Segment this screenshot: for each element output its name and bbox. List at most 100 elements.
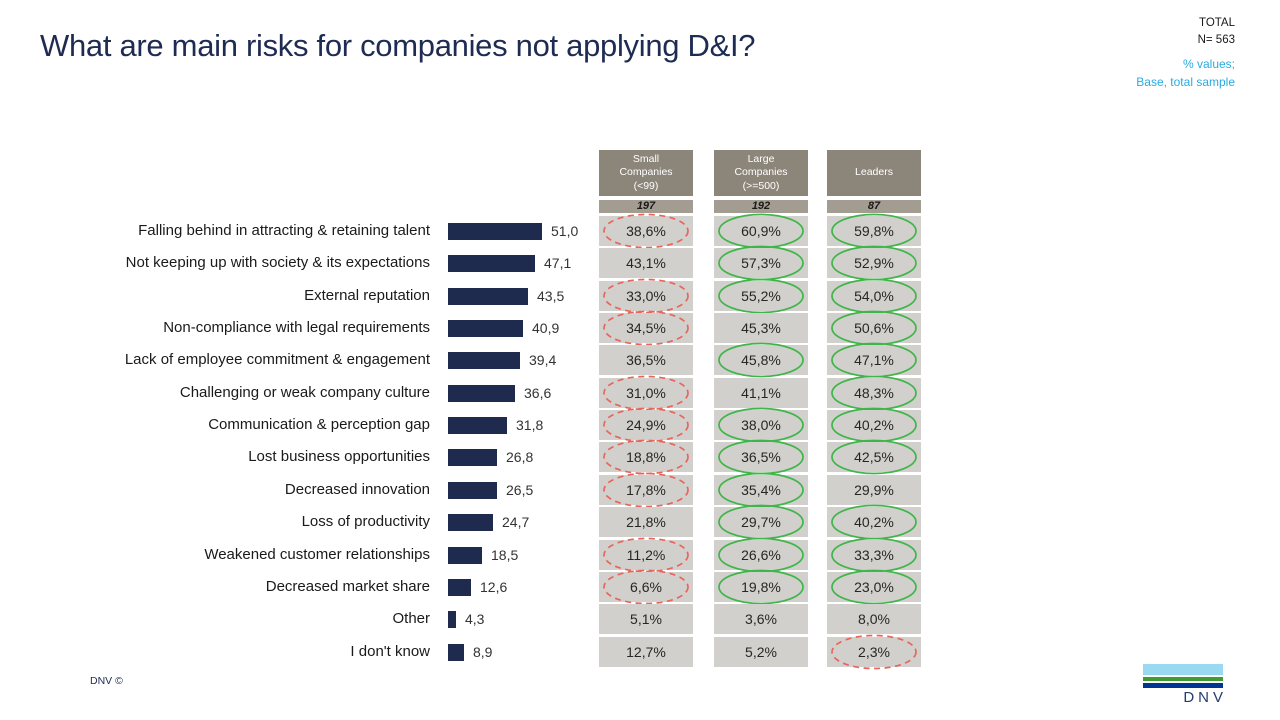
total-bar (448, 320, 523, 338)
risk-label: I don't know (350, 642, 430, 660)
risk-label: External reputation (304, 286, 430, 304)
risk-label: Not keeping up with society & its expect… (125, 254, 430, 272)
logo-wordmark: DNV (1183, 689, 1227, 706)
value-cell-large: 60,9% (714, 213, 808, 249)
total-bar-value: 26,8 (506, 449, 534, 466)
cell-value: 45,8% (741, 352, 781, 369)
risk-label: Lost business opportunities (248, 448, 430, 466)
cell-value: 60,9% (741, 223, 781, 239)
column-n-large: 192 (714, 200, 808, 213)
cell-value: 24,9% (626, 417, 666, 434)
column-n-small: 197 (599, 200, 693, 213)
value-cell-small: 34,5% (599, 310, 693, 346)
total-bar-value: 51,0 (551, 223, 579, 239)
cell-value: 31,0% (626, 384, 666, 401)
value-cell-small: 6,6% (599, 569, 693, 605)
total-n: N= 563 (1197, 33, 1235, 46)
total-bar (448, 578, 471, 596)
total-bar (448, 481, 497, 499)
risk-label: Loss of productivity (301, 513, 430, 531)
value-cell-leaders: 8,0% (827, 604, 921, 635)
risk-label: Lack of employee commitment & engagement (124, 351, 430, 369)
cell-value: 2,3% (858, 643, 890, 660)
cell-value: 8,0% (858, 611, 890, 628)
cell-value: 48,3% (854, 384, 894, 401)
value-cell-small: 18,8% (599, 440, 693, 475)
total-label: TOTAL (1199, 17, 1235, 29)
cell-value: 47,1% (854, 352, 894, 369)
value-cell-leaders: 33,3% (827, 537, 921, 572)
value-cell-small: 31,0% (599, 375, 693, 411)
risk-row: Not keeping up with society & its expect… (0, 245, 1280, 281)
cell-value: 40,2% (854, 417, 894, 434)
risk-row: Non-compliance with legal requirements 40… (0, 310, 1280, 346)
value-cell-leaders: 40,2% (827, 504, 921, 540)
total-bar (448, 643, 464, 661)
risk-row: External reputation 43,5 33,0% 55,2% 54,0% (0, 278, 1280, 314)
value-cell-leaders: 52,9% (827, 245, 921, 281)
value-cell-small: 5,1% (599, 604, 693, 635)
risk-row: Other 4,3 5,1% 3,6% 8,0% (0, 603, 1280, 635)
cell-value: 18,8% (626, 449, 666, 466)
logo-blue-bar (1143, 683, 1223, 688)
value-cell-leaders: 50,6% (827, 310, 921, 346)
cell-value: 36,5% (741, 449, 781, 466)
value-cell-large: 38,0% (714, 407, 808, 443)
risk-row: Challenging or weak company culture 36,6 3… (0, 375, 1280, 411)
logo-sky-bar (1143, 664, 1223, 675)
value-cell-large: 55,2% (714, 278, 808, 314)
value-cell-leaders: 40,2% (827, 407, 921, 443)
cell-value: 59,8% (854, 223, 894, 239)
value-cell-small: 24,9% (599, 407, 693, 443)
total-bar (448, 223, 542, 240)
column-n-leaders: 87 (827, 200, 921, 213)
value-cell-small: 17,8% (599, 472, 693, 508)
value-cell-large: 36,5% (714, 440, 808, 475)
cell-value: 35,4% (741, 481, 781, 498)
cell-value: 17,8% (626, 481, 666, 498)
risk-row: I don't know 8,9 12,7% 5,2% 2,3% (0, 634, 1280, 669)
risk-row: Lack of employee commitment & engagement… (0, 343, 1280, 378)
sample-info: TOTAL N= 563 % values; Base, total sampl… (1136, 15, 1235, 91)
value-cell-large: 45,8% (714, 343, 808, 378)
value-cell-large: 5,2% (714, 636, 808, 667)
total-bar-value: 43,5 (537, 287, 565, 304)
risk-label: Other (392, 610, 430, 628)
cell-value: 3,6% (745, 611, 777, 628)
value-cell-leaders: 48,3% (827, 375, 921, 411)
value-cell-small: 38,6% (599, 213, 693, 249)
cell-value: 19,8% (741, 578, 781, 595)
cell-value: 38,6% (626, 223, 666, 239)
value-cell-large: 41,1% (714, 377, 808, 408)
cell-value: 45,3% (741, 320, 781, 337)
total-bar (448, 449, 497, 467)
column-header-small: Small Companies (<99) (599, 150, 693, 196)
risk-row: Lost business opportunities 26,8 18,8% 36,5… (0, 440, 1280, 475)
total-bar-value: 36,6 (524, 384, 552, 401)
cell-value: 54,0% (854, 287, 894, 304)
value-cell-large: 45,3% (714, 313, 808, 344)
cell-value: 43,1% (626, 255, 666, 272)
total-bar (448, 611, 456, 629)
total-bar-value: 26,5 (506, 481, 534, 498)
total-bar-value: 8,9 (473, 643, 493, 660)
cell-value: 38,0% (741, 417, 781, 434)
risk-label: Communication & perception gap (208, 416, 430, 434)
value-cell-leaders: 23,0% (827, 569, 921, 605)
column-header-leaders: Leaders (827, 150, 921, 196)
page-title: What are main risks for companies not ap… (40, 28, 756, 63)
value-cell-large: 3,6% (714, 604, 808, 635)
cell-value: 21,8% (626, 514, 666, 531)
total-bar (448, 514, 493, 532)
value-cell-small: 12,7% (599, 636, 693, 667)
cell-value: 33,0% (626, 287, 666, 304)
total-bar-value: 47,1 (544, 255, 572, 272)
value-cell-small: 43,1% (599, 248, 693, 279)
copyright-text: DNV © (90, 675, 123, 687)
value-cell-small: 36,5% (599, 345, 693, 376)
value-cell-leaders: 42,5% (827, 440, 921, 475)
risk-row: Loss of productivity 24,7 21,8% 29,7% 40,2% (0, 504, 1280, 540)
value-cell-leaders: 29,9% (827, 474, 921, 505)
value-cell-small: 11,2% (599, 537, 693, 572)
